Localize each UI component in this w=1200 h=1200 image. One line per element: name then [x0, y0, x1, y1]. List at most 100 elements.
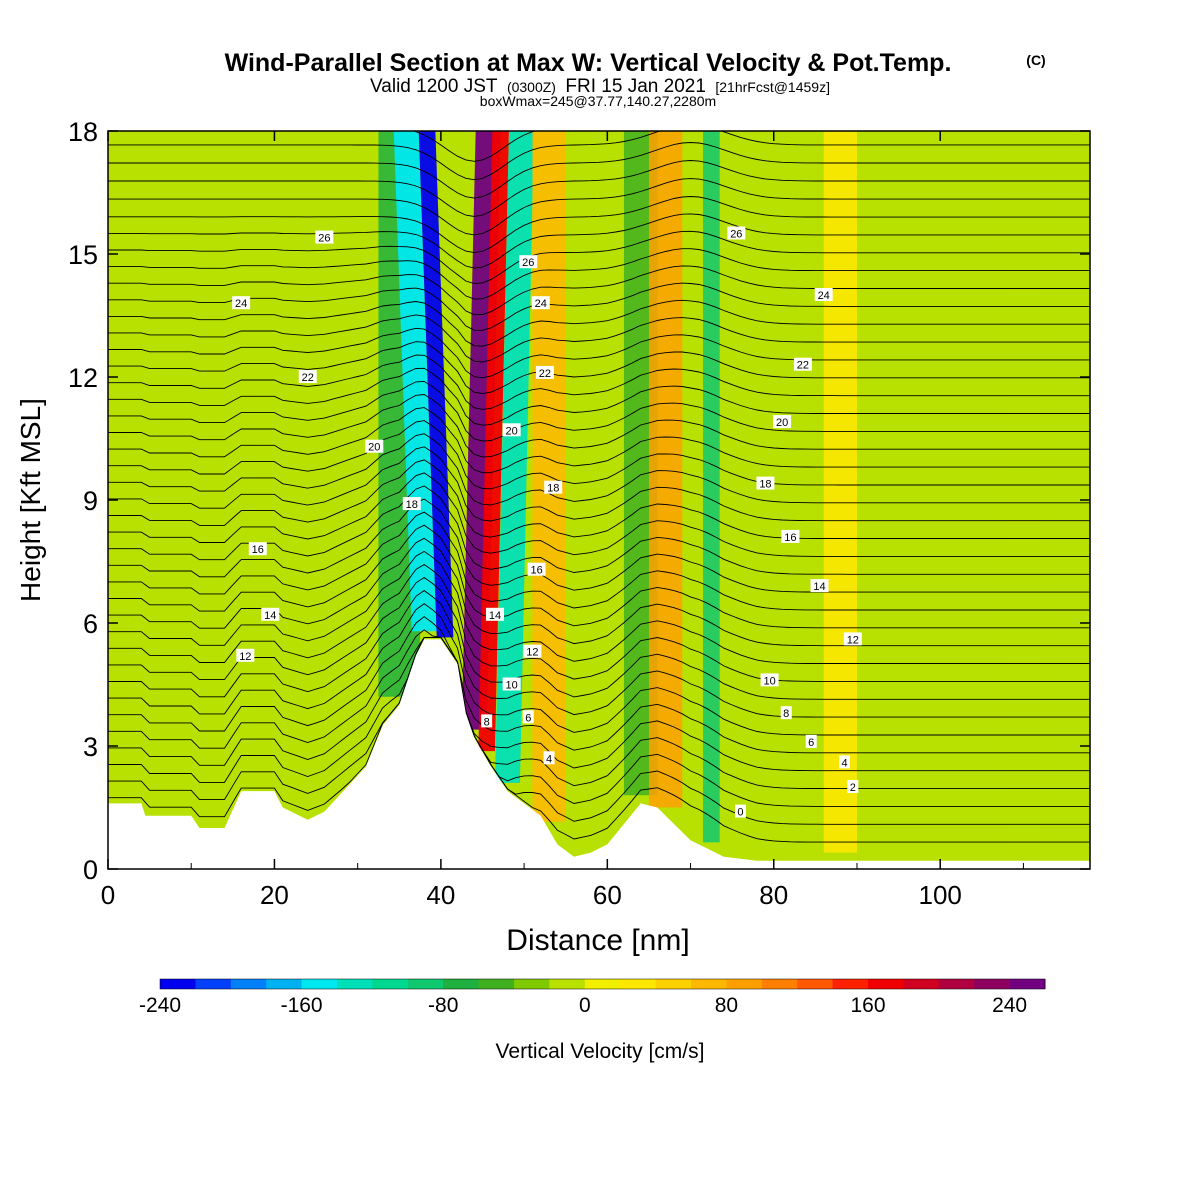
x-tick-label: 20 [260, 880, 289, 910]
theta-contour-line [108, 459, 1090, 539]
y-tick-label: 9 [83, 486, 98, 516]
colorbar-swatch [372, 979, 409, 989]
contour-label-text: 20 [776, 417, 788, 429]
contour-label: 6 [522, 710, 534, 724]
theta-contour-line [108, 485, 1090, 575]
theta-contour-line [108, 213, 1090, 269]
x-tick-label: 60 [593, 880, 622, 910]
contour-label-background [810, 579, 829, 593]
contour-label: 20 [773, 415, 792, 429]
theta-contour-line [108, 142, 1090, 199]
theta-contour-line [108, 160, 1090, 217]
contour-label-background [544, 480, 563, 494]
contour-label-text: 12 [847, 634, 859, 646]
contour-label: 6 [805, 734, 817, 749]
x-tick-label: 100 [919, 880, 962, 910]
colorbar-swatch [797, 979, 834, 989]
contour-label-text: 22 [302, 372, 314, 384]
contour-label: 4 [543, 751, 555, 765]
colorbar-swatch [230, 979, 267, 989]
contour-label-background [727, 226, 746, 240]
contour-label: 12 [843, 632, 862, 646]
theta-contour-line [108, 196, 1090, 254]
contour-label-background [734, 804, 746, 818]
theta-contour-line [108, 563, 1090, 682]
contour-label: 18 [402, 497, 421, 511]
contour-label: 10 [760, 673, 779, 687]
colorbar-swatch [584, 979, 621, 989]
velocity-band [703, 131, 720, 843]
y-tick-label: 6 [83, 609, 98, 639]
contour-label-text: 8 [484, 716, 490, 728]
x-tick-label: 40 [426, 880, 455, 910]
contour-label-text: 14 [264, 610, 276, 622]
field-background [108, 131, 1090, 869]
theta-contour-line [108, 354, 1090, 410]
contour-label: 18 [756, 476, 775, 491]
contour-label: 8 [481, 714, 493, 728]
theta-contour-line [108, 407, 1090, 474]
colorbar-label: Vertical Velocity [cm/s] [496, 1040, 705, 1063]
contour-label-background [523, 644, 542, 658]
terrain [108, 639, 1090, 869]
colorbar-tick-label: -240 [139, 994, 181, 1017]
chart-title: Wind-Parallel Section at Max W: Vertical… [225, 49, 952, 77]
contour-label-background [805, 734, 817, 748]
subtitle-valid: Valid 1200 JST [370, 76, 498, 97]
contour-label-text: 18 [406, 499, 418, 511]
contour-label-background [232, 296, 251, 310]
colorbar-swatch [301, 979, 338, 989]
colorbar-swatch [903, 979, 940, 989]
contour-label-background [261, 607, 280, 621]
theta-contour-line [108, 524, 1090, 629]
colorbar-frame [159, 978, 1046, 990]
theta-contour-line [108, 629, 1090, 772]
theta-contour-line [108, 616, 1090, 754]
contour-label: 12 [523, 644, 542, 659]
theta-contour-line [108, 230, 1090, 285]
theta-contour-line [108, 282, 1090, 331]
contour-label: 22 [793, 357, 812, 372]
contour-label: 14 [810, 579, 829, 593]
contour-label-background [365, 439, 384, 453]
colorbar-swatch [832, 979, 869, 989]
contour-label-background [236, 648, 255, 662]
y-tick-label: 0 [83, 855, 98, 885]
contour-label: 16 [248, 542, 267, 556]
contour-label-background [843, 632, 862, 646]
colorbar-swatch [620, 979, 657, 989]
contour-label-background [502, 677, 521, 691]
contour-label-background [519, 255, 538, 269]
contour-label-background [780, 706, 792, 720]
contour-label-text: 8 [783, 708, 789, 720]
y-axis-label: Height [Kft MSL] [15, 398, 46, 602]
velocity-band [478, 131, 509, 752]
contour-label: 26 [727, 226, 746, 241]
contour-label-text: 16 [530, 565, 542, 577]
theta-contour-line [108, 327, 1090, 379]
theta-contour-line [108, 636, 1090, 807]
contour-label-text: 16 [252, 544, 264, 556]
contour-label-background [248, 542, 267, 556]
contour-label-text: 22 [797, 360, 809, 372]
colorbar-swatch [1009, 979, 1046, 989]
colorbar-swatch [974, 979, 1011, 989]
contour-label-background [315, 230, 334, 244]
theta-contour-line [108, 380, 1090, 442]
theta-contour-line [108, 636, 1090, 843]
subtitle-date: FRI 15 Jan 2021 [565, 76, 705, 97]
contour-label-text: 14 [813, 581, 825, 593]
subtitle-zulu: (0300Z) [507, 79, 556, 95]
contour-label-text: 4 [546, 753, 552, 765]
colorbar-tick-label: 160 [850, 994, 885, 1017]
contour-label-text: 2 [850, 782, 856, 794]
theta-contour-line [108, 420, 1090, 490]
contour-label-text: 12 [239, 651, 251, 663]
theta-contour-line [108, 446, 1090, 522]
contour-label: 14 [485, 607, 504, 622]
colorbar-swatch [514, 979, 550, 989]
contour-label-background [402, 497, 421, 511]
contour-label-background [298, 370, 317, 383]
